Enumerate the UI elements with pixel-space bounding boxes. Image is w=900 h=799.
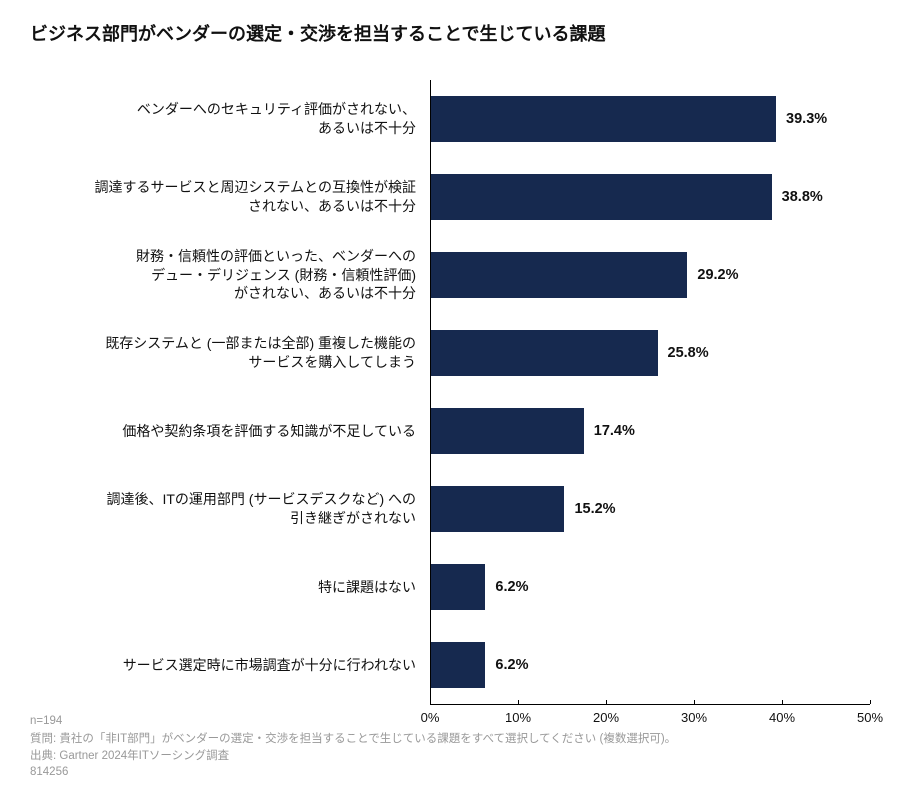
x-tick-label: 30% [681,710,707,725]
bar [431,330,658,376]
bar-row: 39.3% [431,80,870,158]
category-label: 価格や契約条項を評価する知識が不足している [122,422,416,441]
value-label: 15.2% [574,501,615,517]
category-label: 財務・信頼性の評価といった、ベンダーへの デュー・デリジェンス (財務・信頼性評… [136,247,416,304]
bar-row: 38.8% [431,158,870,236]
bar-row: 25.8% [431,314,870,392]
category-label-row: 調達するサービスと周辺システムとの互換性が検証 されない、あるいは不十分 [30,158,430,236]
bar-row: 6.2% [431,626,870,704]
footer-source: 出典: Gartner 2024年ITソーシング調査 [30,748,676,765]
x-tick-label: 50% [857,710,883,725]
category-label: 調達後、ITの運用部門 (サービスデスクなど) への 引き継ぎがされない [106,490,416,528]
value-label: 6.2% [495,579,528,595]
bar [431,174,772,220]
value-label: 6.2% [495,657,528,673]
category-label-row: 既存システムと (一部または全部) 重複した機能の サービスを購入してしまう [30,314,430,392]
value-label: 39.3% [786,111,827,127]
bar-row: 17.4% [431,392,870,470]
plot-column: 39.3% 38.8% 29.2% 25.8% 17.4% 15.2% 6.2% 6.2% 0… [430,80,870,733]
value-label: 17.4% [594,423,635,439]
bar [431,96,776,142]
category-label: 既存システムと (一部または全部) 重複した機能の サービスを購入してしまう [105,334,416,372]
chart-footer: n=194 質問: 貴社の「非IT部門」がベンダーの選定・交渉を担当することで生… [30,713,676,781]
bar [431,252,687,298]
x-tick-mark [430,700,431,704]
category-label-row: 調達後、ITの運用部門 (サービスデスクなど) への 引き継ぎがされない [30,470,430,548]
bar-row: 29.2% [431,236,870,314]
category-label-row: 特に課題はない [30,548,430,626]
x-tick-label: 40% [769,710,795,725]
bar-row: 15.2% [431,470,870,548]
bar [431,408,584,454]
x-tick-mark [870,700,871,704]
x-axis: 0%10%20%30%40%50% [430,704,870,705]
value-label: 29.2% [697,267,738,283]
x-tick-mark [782,700,783,704]
bar [431,564,485,610]
bar-row: 6.2% [431,548,870,626]
category-label-row: 財務・信頼性の評価といった、ベンダーへの デュー・デリジェンス (財務・信頼性評… [30,236,430,314]
x-tick-mark [694,700,695,704]
footer-id: 814256 [30,764,676,781]
bar [431,642,485,688]
value-label: 25.8% [668,345,709,361]
footer-question: 質問: 貴社の「非IT部門」がベンダーの選定・交渉を担当することで生じている課題… [30,731,676,748]
category-label-row: ベンダーへのセキュリティ評価がされない、 あるいは不十分 [30,80,430,158]
bar-chart: ベンダーへのセキュリティ評価がされない、 あるいは不十分調達するサービスと周辺シ… [30,80,870,733]
x-tick-mark [606,700,607,704]
category-label: サービス選定時に市場調査が十分に行われない [123,656,416,675]
category-label: 特に課題はない [318,578,416,597]
category-label: 調達するサービスと周辺システムとの互換性が検証 されない、あるいは不十分 [95,178,416,216]
category-label-row: サービス選定時に市場調査が十分に行われない [30,626,430,704]
x-tick-mark [518,700,519,704]
footer-n: n=194 [30,713,676,730]
chart-title: ビジネス部門がベンダーの選定・交渉を担当することで生じている課題 [30,20,870,46]
category-label-row: 価格や契約条項を評価する知識が不足している [30,392,430,470]
value-label: 38.8% [782,189,823,205]
category-labels-column: ベンダーへのセキュリティ評価がされない、 あるいは不十分調達するサービスと周辺シ… [30,80,430,733]
plot-area: 39.3% 38.8% 29.2% 25.8% 17.4% 15.2% 6.2% 6.2% [430,80,870,704]
category-label: ベンダーへのセキュリティ評価がされない、 あるいは不十分 [137,100,416,138]
bar [431,486,564,532]
